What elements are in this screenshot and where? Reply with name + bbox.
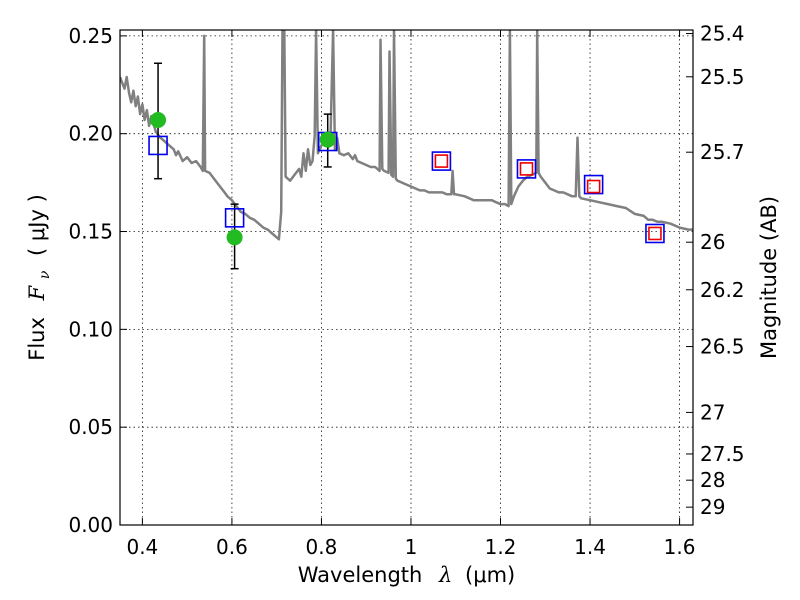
x-axis-title-prefix: Wavelength	[298, 563, 423, 587]
x-axis-title: Wavelength λ (μm)	[298, 563, 515, 587]
model-point-blue-square	[516, 159, 537, 179]
y-axis-title-subscript: ν	[37, 270, 53, 279]
model-point-blue-square	[148, 135, 168, 156]
x-tick-label: 1	[405, 535, 418, 559]
y-tick-label: 0.20	[68, 122, 113, 146]
model-point-blue-square	[224, 208, 245, 228]
model-point-red-square	[586, 179, 601, 194]
y-axis-title-prefix: Flux	[25, 317, 49, 361]
mag-tick-label: 25.4	[700, 22, 745, 46]
x-tick-label: 0.6	[216, 535, 248, 559]
x-tick-label: 0.4	[126, 535, 158, 559]
mag-tick-label: 28	[700, 468, 725, 492]
spectrum-line	[120, 30, 693, 241]
model-point-red-square	[434, 154, 449, 168]
mag-tick-label: 25.7	[700, 140, 745, 164]
model-point-blue-square	[431, 151, 452, 171]
y-axis-title-units: ( μJy )	[25, 194, 49, 256]
mag-tick-label: 27.5	[700, 442, 745, 466]
y-tick-label: 0.00	[68, 513, 113, 537]
ticks-layer: 0.4 0.6 0.8 1 1.2 1.4 1.6 0.00 0.05 0.10 0.15 0.20 0…	[68, 22, 744, 559]
x-tick-label: 0.8	[306, 535, 338, 559]
y-axis-title-symbol: F	[25, 284, 49, 301]
x-axis-title-units: (μm)	[465, 563, 515, 587]
mag-tick-label: 25.5	[700, 65, 745, 89]
x-axis-title-symbol: λ	[438, 563, 452, 587]
model-point-blue-square	[645, 223, 665, 244]
mag-tick-label: 26.5	[700, 335, 745, 359]
marker-layer	[148, 62, 665, 270]
plot-frame	[119, 29, 694, 526]
y2-axis-title: Magnitude (AB)	[757, 196, 781, 359]
mag-tick-label: 27	[700, 400, 725, 424]
y-tick-label: 0.15	[68, 220, 113, 244]
mag-tick-label: 26.2	[700, 278, 745, 302]
x-tick-label: 1.4	[574, 535, 606, 559]
observed-point	[226, 229, 243, 246]
x-tick-label: 1.6	[664, 535, 696, 559]
mag-tick-label: 29	[700, 495, 725, 519]
y-tick-label: 0.10	[68, 317, 113, 341]
y-tick-label: 0.05	[68, 415, 113, 439]
mag-tick-label: 26	[700, 230, 725, 254]
model-point-red-square	[519, 162, 534, 176]
observed-point	[319, 131, 336, 148]
model-point-red-square	[648, 226, 662, 241]
x-tick-label: 1.2	[485, 535, 517, 559]
y-tick-label: 0.25	[68, 24, 113, 48]
y-axis-title: Flux F ν ( μJy )	[25, 194, 54, 361]
observed-point	[150, 112, 167, 128]
spectrum-layer	[120, 30, 693, 241]
model-point-blue-square	[583, 174, 604, 195]
